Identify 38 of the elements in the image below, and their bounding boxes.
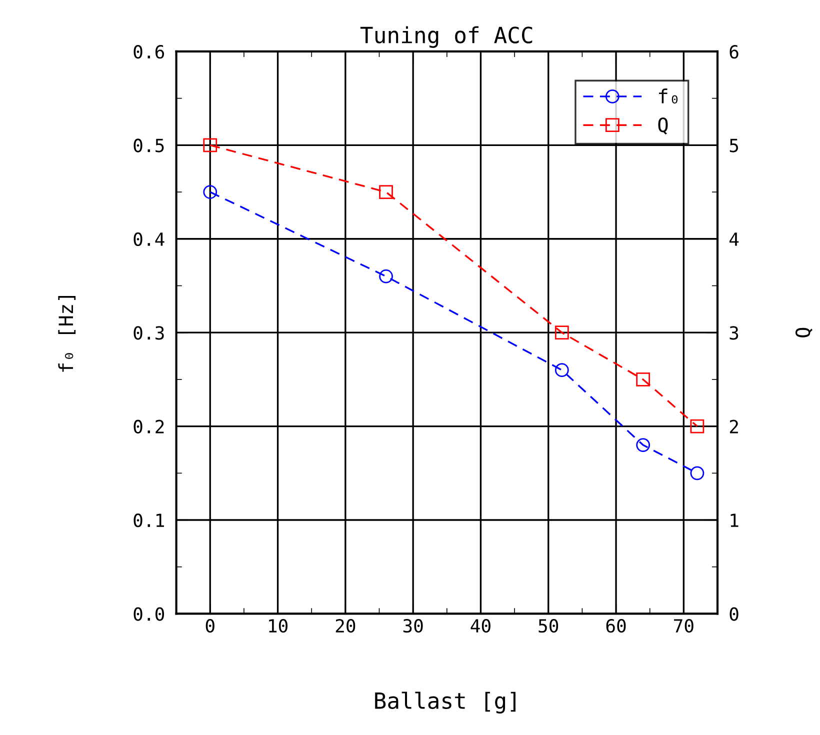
point (690, 419, 704, 434)
x-tick-label: 10 (269, 619, 288, 633)
point (636, 438, 650, 452)
y2-tick-label: 3 (730, 326, 738, 340)
x-tick-label: 50 (538, 619, 558, 633)
point (203, 185, 218, 199)
point (554, 326, 569, 340)
y-axis-title: f₀ [Hz] (58, 296, 76, 372)
x-tick-label: 40 (470, 619, 490, 633)
x-tick-label: 30 (403, 619, 423, 633)
y2-axis-title: Q (795, 328, 812, 338)
y2-tick-label: 6 (730, 44, 738, 59)
point (379, 185, 393, 199)
y-tick-label: 0.0 (134, 607, 164, 621)
y-tick-label: 0.6 (134, 44, 164, 59)
x-tick-label: 60 (606, 619, 626, 633)
x-tick-label: 0 (206, 619, 214, 633)
point (203, 138, 218, 152)
y-tick-label: 0.3 (134, 326, 164, 340)
x-axis-title: Ballast [g] (375, 692, 516, 714)
legend-label: Q (658, 117, 668, 134)
point (690, 466, 704, 480)
x-tick-label: 20 (336, 619, 356, 633)
y-tick-label: 0.4 (134, 232, 164, 246)
legend-label: f₀ (658, 88, 678, 104)
x-tick-label: 70 (674, 619, 694, 633)
y-tick-label: 0.2 (134, 420, 164, 434)
chart-title: Tuning of ACC (360, 26, 532, 48)
point (636, 372, 650, 386)
y2-tick-label: 4 (730, 232, 739, 246)
y-tick-label: 0.1 (134, 514, 164, 528)
point (379, 269, 393, 284)
y-tick-label: 0.5 (134, 138, 164, 152)
point (554, 363, 569, 378)
y2-tick-label: 1 (730, 514, 738, 527)
y2-tick-label: 5 (730, 138, 738, 152)
y2-tick-label: 2 (730, 420, 738, 434)
y2-tick-label: 0 (730, 607, 738, 621)
